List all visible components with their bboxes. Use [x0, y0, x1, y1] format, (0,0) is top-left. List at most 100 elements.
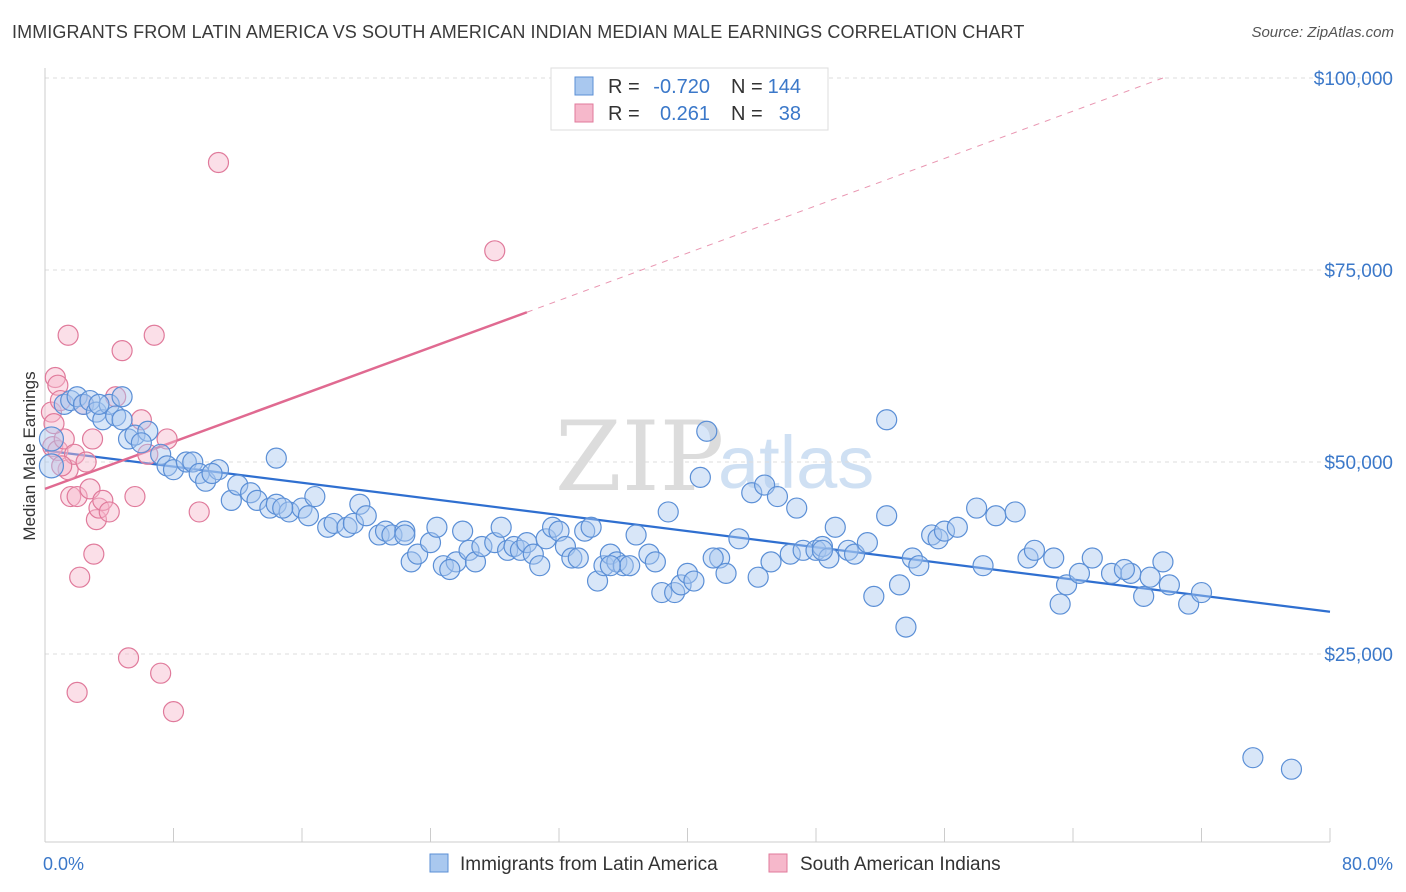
- blue-point-116: [946, 516, 968, 538]
- legend-r-label-2: R =: [608, 103, 640, 125]
- bottom-legend-swatch-blue: [429, 853, 449, 873]
- blue-point-10: [105, 405, 127, 427]
- blue-point-43: [381, 524, 403, 546]
- blue-point-112: [908, 555, 930, 577]
- pink-point-15: [81, 428, 104, 450]
- series-legend: Immigrants from Latin America South Amer…: [429, 853, 1001, 875]
- legend-r-value-2: 0.261: [660, 103, 710, 125]
- blue-point-32: [297, 505, 320, 527]
- blue-point-89: [715, 562, 737, 584]
- blue-point-48: [426, 516, 448, 538]
- blue-point-105: [856, 532, 879, 554]
- blue-point-11: [111, 386, 133, 408]
- y-axis-label: Median Male Earnings: [20, 371, 39, 540]
- blue-point-58: [503, 535, 525, 558]
- blue-point-80: [651, 581, 673, 604]
- pink-point-2: [47, 374, 69, 396]
- trend-line-pink: [44, 311, 528, 491]
- x-tick-label-min: 0.0%: [43, 854, 84, 874]
- blue-point-38: [342, 512, 364, 535]
- blue-point-16: [150, 443, 172, 465]
- blue-point-127: [1100, 562, 1123, 584]
- blue-point-72: [593, 555, 615, 577]
- pink-point-22: [111, 340, 133, 362]
- blue-point-61: [522, 543, 544, 565]
- pink-point-10: [66, 485, 88, 508]
- blue-point-25: [227, 474, 249, 496]
- pink-point-16: [83, 543, 105, 565]
- blue-point-136: [1280, 758, 1303, 780]
- blue-point-123: [1049, 593, 1071, 615]
- blue-point-37: [336, 516, 358, 538]
- axes: [44, 68, 1331, 843]
- blue-point-64: [541, 516, 564, 538]
- chart-title: IMMIGRANTS FROM LATIN AMERICA VS SOUTH A…: [12, 22, 1025, 42]
- pink-point-1: [44, 366, 66, 389]
- blue-point-33: [265, 447, 287, 469]
- legend-n-value-1: 144: [768, 76, 801, 98]
- pink-point-19: [92, 489, 114, 511]
- pink-point-6: [53, 428, 75, 450]
- legend-n-label-2: N =: [731, 103, 763, 125]
- pink-point-35: [66, 681, 88, 704]
- blue-point-108: [876, 409, 898, 431]
- pink-point-23: [117, 647, 140, 669]
- blue-point-115: [933, 520, 956, 542]
- trend-line-pink-extension: [526, 77, 1164, 313]
- blue-point-117: [966, 497, 988, 519]
- blue-point-109: [888, 574, 911, 596]
- legend-r-value-1: -0.720: [653, 76, 710, 98]
- blue-point-41: [368, 524, 390, 546]
- blue-point-23: [207, 459, 230, 481]
- blue-point-39: [349, 493, 371, 515]
- blue-point-12: [117, 428, 140, 450]
- blue-point-99: [805, 539, 827, 561]
- blue-point-54: [471, 535, 493, 558]
- blue-point-141: [702, 547, 724, 569]
- pink-point-31: [188, 501, 210, 523]
- blue-point-56: [490, 516, 512, 538]
- blue-point-36: [323, 512, 345, 535]
- pink-point-30: [162, 700, 185, 723]
- blue-point-132: [1158, 574, 1180, 596]
- blue-point-70: [580, 516, 602, 538]
- blue-point-142: [811, 539, 834, 561]
- blue-point-67: [561, 547, 583, 569]
- y-tick-labels: $25,000 $50,000 $75,000 $100,000: [1314, 69, 1393, 666]
- blue-point-110: [895, 616, 917, 638]
- correlation-legend: R = -0.720 N = 144 R = 0.261 N = 38: [550, 67, 829, 131]
- blue-point-49: [432, 555, 454, 577]
- pink-point-34: [57, 324, 79, 346]
- bottom-legend-label-blue: Immigrants from Latin America: [460, 854, 718, 875]
- pink-point-11: [69, 566, 91, 588]
- blue-point-144: [1113, 558, 1136, 581]
- blue-point-68: [567, 547, 589, 569]
- blue-point-143: [972, 555, 994, 577]
- legend-r-label-1: R =: [608, 76, 640, 98]
- blue-point-63: [535, 528, 557, 550]
- blue-point-69: [574, 520, 596, 542]
- y-tick-label-1: $50,000: [1324, 453, 1393, 474]
- blue-point-75: [612, 555, 634, 577]
- series-immigrants-latin-america: [38, 386, 1303, 780]
- blue-point-129: [1133, 585, 1155, 608]
- blue-point-86: [689, 466, 711, 488]
- y-tick-label-0: $25,000: [1324, 645, 1393, 666]
- blue-point-35: [317, 516, 339, 538]
- legend-box: [550, 67, 829, 131]
- blue-point-91: [741, 482, 763, 504]
- blue-point-137: [88, 393, 110, 415]
- blue-point-125: [1068, 562, 1091, 584]
- legend-n-value-2: 38: [779, 103, 801, 125]
- blue-point-94: [760, 551, 782, 573]
- blue-point-145: [272, 497, 294, 519]
- blue-point-52: [458, 539, 480, 561]
- pink-point-33: [484, 240, 506, 262]
- blue-point-34: [304, 485, 326, 508]
- blue-point-146: [439, 558, 461, 581]
- blue-point-95: [766, 485, 789, 508]
- trend-lines: [44, 77, 1331, 613]
- blue-point-57: [497, 539, 519, 561]
- blue-point-122: [1043, 547, 1065, 569]
